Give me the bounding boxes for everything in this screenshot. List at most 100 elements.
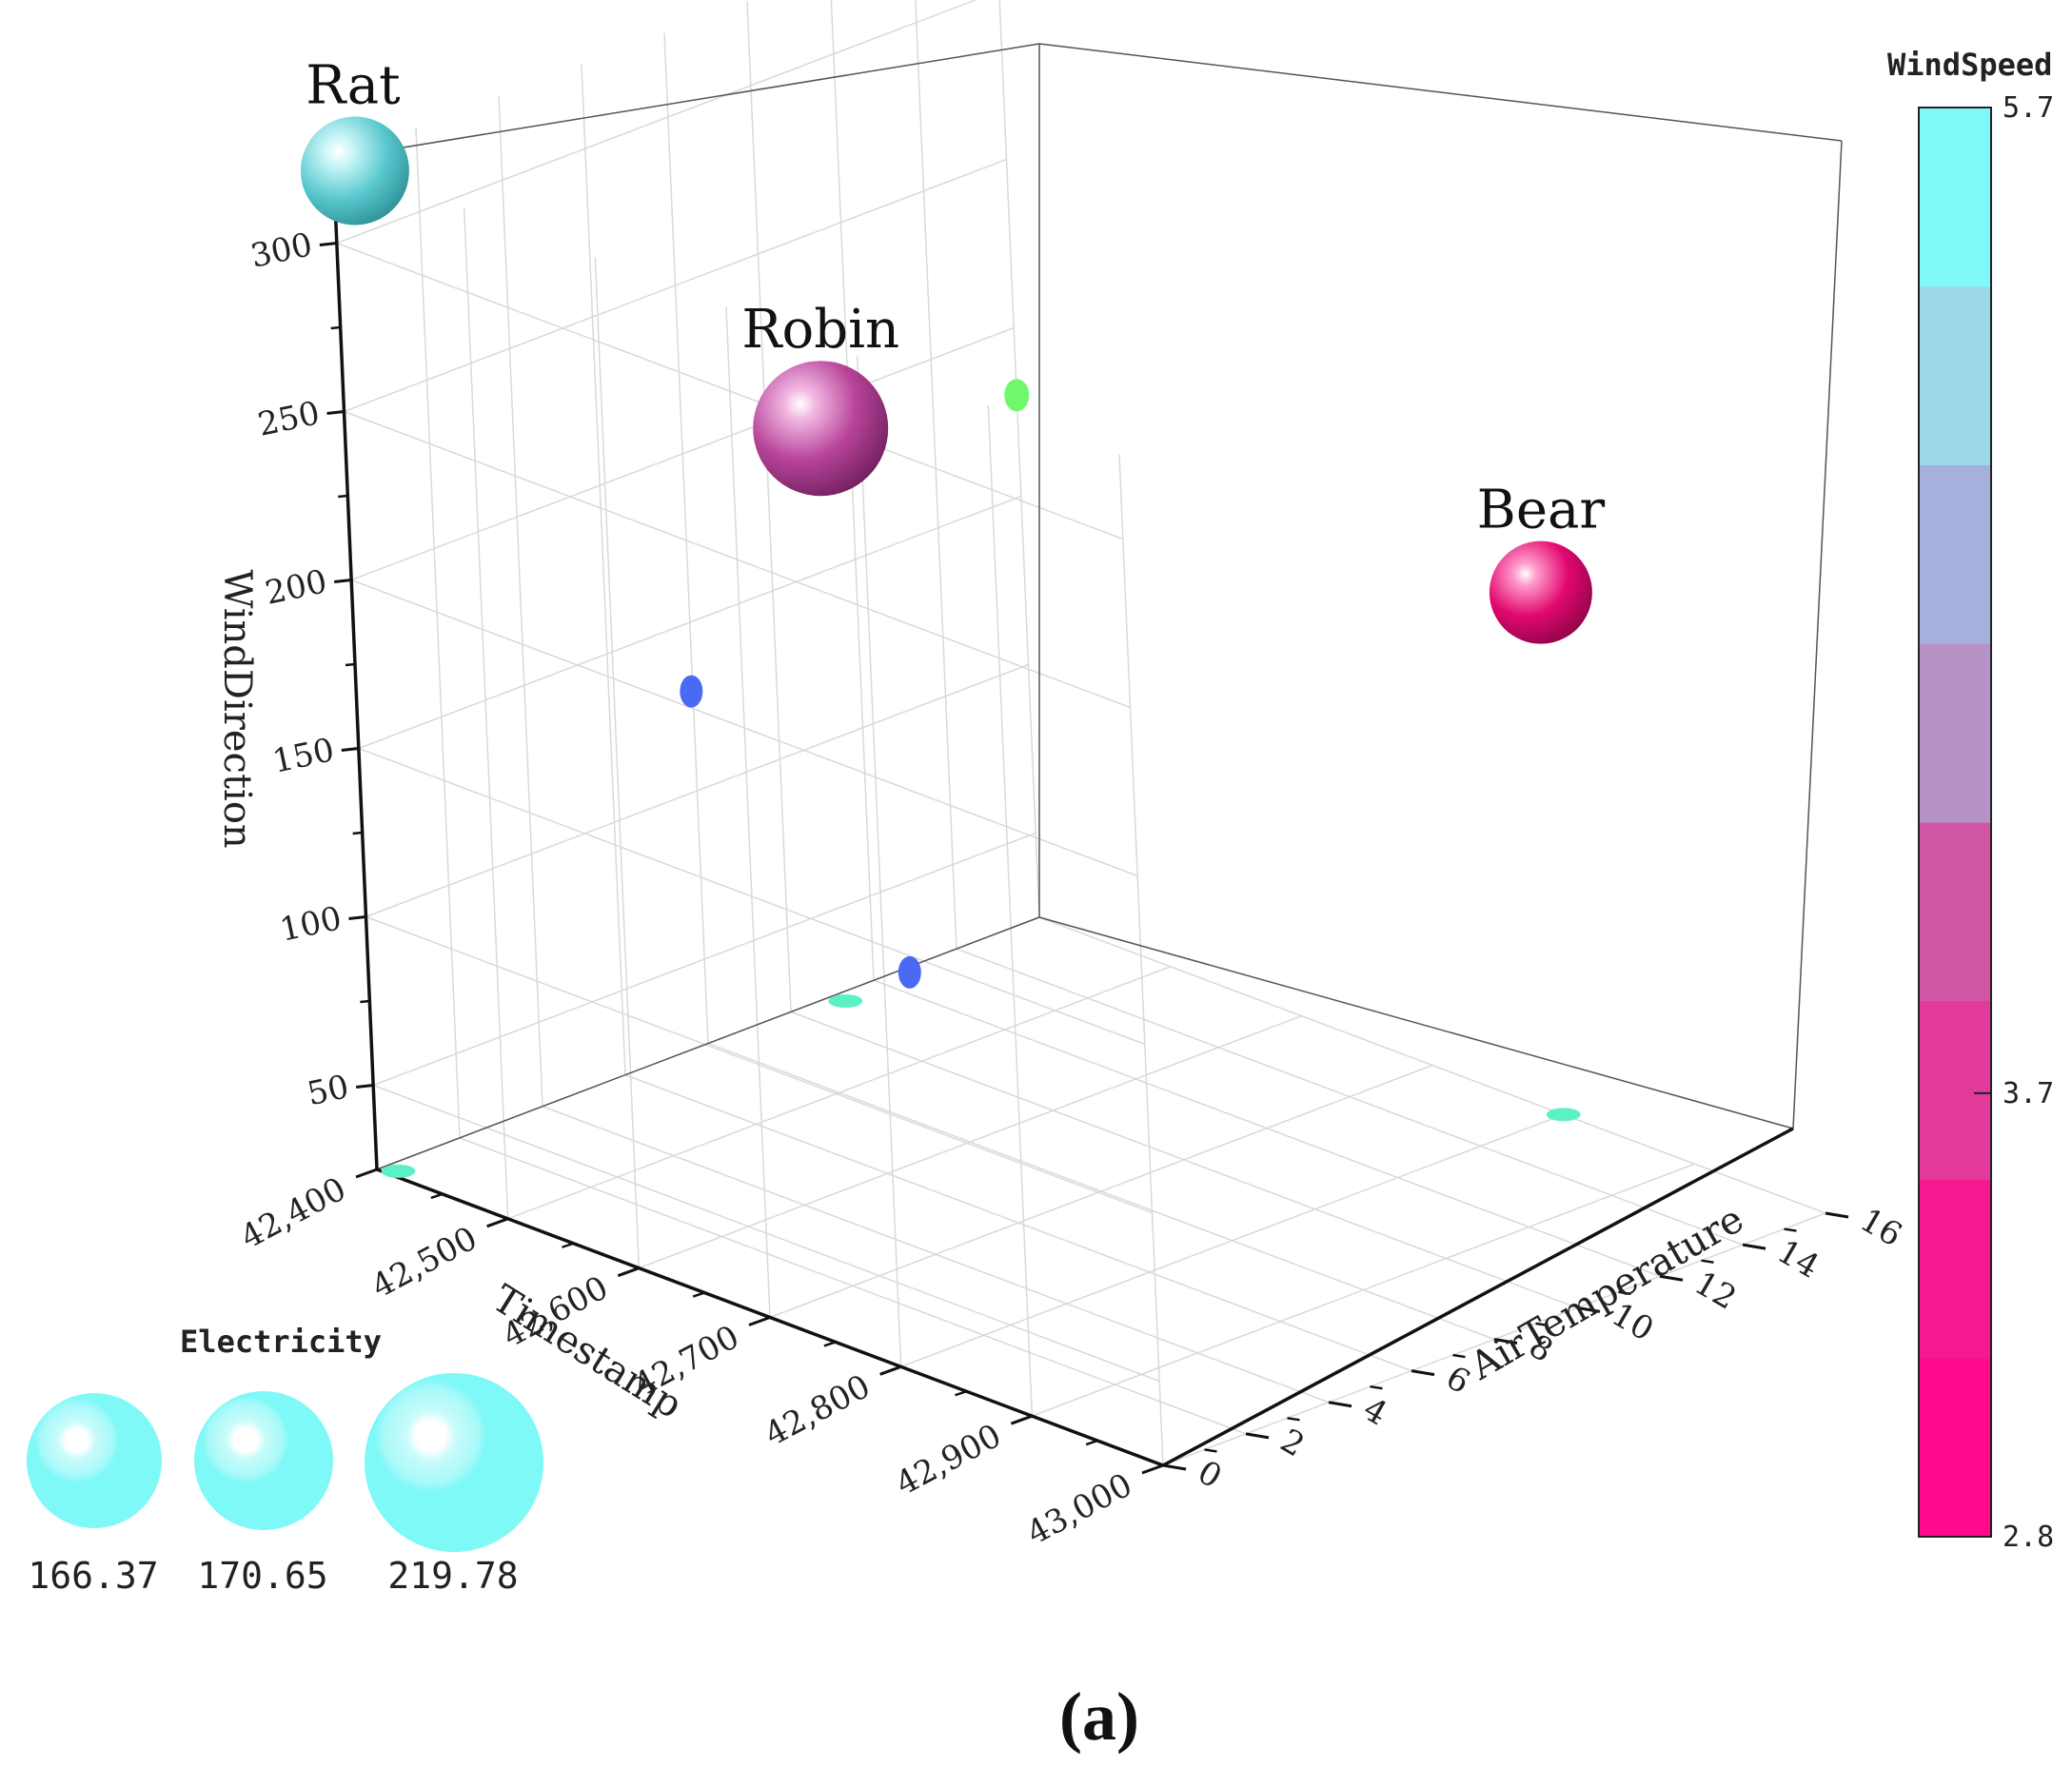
colorbar-title: WindSpeed xyxy=(1887,47,2052,83)
y-axis-line xyxy=(1162,1127,1794,1467)
y-axis-tick xyxy=(1328,1401,1352,1408)
x-axis-tick xyxy=(486,1217,509,1228)
grid-side-vertical xyxy=(581,64,626,1075)
plot-walls xyxy=(331,0,1843,1467)
colorbar-segments xyxy=(1919,108,1991,1538)
colorbar-segment xyxy=(1919,1358,1991,1538)
x-axis-minor-tick xyxy=(955,1390,967,1397)
side-wall-projection xyxy=(1004,379,1030,412)
colorbar-segment xyxy=(1919,464,1991,644)
grid-back-horizontal xyxy=(358,747,1146,1046)
colorbar-segment xyxy=(1919,643,1991,823)
y-axis-minor-tick xyxy=(1701,1259,1714,1264)
z-tick-label: 200 xyxy=(262,562,330,613)
y-axis-minor-tick xyxy=(1452,1353,1466,1359)
grid-side-horizontal xyxy=(372,832,1036,1087)
size-legend: Electricity 166.37 170.65 219.78 xyxy=(27,1324,543,1597)
z-axis-minor-tick xyxy=(352,831,363,835)
size-legend-bubble xyxy=(365,1373,543,1552)
bubble-sphere xyxy=(300,116,409,226)
colorbar-segment xyxy=(1919,108,1991,287)
z-axis-tick xyxy=(319,242,337,246)
y-axis-tick xyxy=(1742,1243,1766,1250)
colorbar-segment xyxy=(1919,285,1991,465)
grid-side-vertical xyxy=(498,95,543,1107)
bubble-label: Rat xyxy=(306,54,401,116)
grid-back-vertical xyxy=(463,207,509,1219)
x-axis-tick xyxy=(617,1266,640,1278)
colorbar-segment xyxy=(1919,822,1991,1002)
side-top-edge xyxy=(1038,43,1843,142)
x-tick-label: 42,500 xyxy=(365,1219,483,1306)
figure-caption: (a) xyxy=(1059,1679,1139,1755)
back-wall xyxy=(333,44,1039,1169)
y-axis-tick xyxy=(1825,1211,1849,1219)
x-axis-tick xyxy=(355,1168,378,1179)
grid-side-vertical xyxy=(998,0,1040,918)
y-tick-label: 14 xyxy=(1771,1232,1825,1286)
colorbar-tick-label: 5.7 xyxy=(2003,91,2054,125)
x-axis-minor-tick xyxy=(1085,1439,1098,1446)
grid-floor-y xyxy=(624,1073,1412,1372)
size-legend-title: Electricity xyxy=(180,1324,382,1360)
bubble-rat: Rat xyxy=(300,54,409,226)
z-tick-label: 150 xyxy=(269,731,338,781)
bubble-robin: Robin xyxy=(741,299,899,497)
z-axis-tick xyxy=(356,1084,374,1089)
y-axis-tick xyxy=(1576,1306,1601,1313)
grid-back-horizontal xyxy=(372,1084,1160,1383)
x-tick-label: 42,900 xyxy=(890,1417,1008,1503)
colorbar: WindSpeed 5.7 3.7 2.8 xyxy=(1887,47,2054,1554)
y-axis-tick xyxy=(1659,1274,1684,1282)
z-tick-label: 50 xyxy=(304,1068,352,1113)
grid-floor-y xyxy=(873,979,1661,1277)
size-legend-label: 170.65 xyxy=(197,1555,327,1597)
floor-projection xyxy=(828,993,863,1008)
z-tick-label: 250 xyxy=(255,394,324,444)
grid-back-horizontal xyxy=(365,915,1153,1214)
z-tick-label: 100 xyxy=(277,899,345,950)
grid-back-vertical xyxy=(987,405,1034,1417)
x-tick-label: 43,000 xyxy=(1020,1466,1138,1553)
y-tick-label: 0 xyxy=(1192,1453,1229,1496)
grid-floor-y xyxy=(1038,916,1826,1214)
z-axis-minor-tick xyxy=(360,999,370,1004)
grid-side-horizontal xyxy=(365,663,1029,918)
y-axis-tick xyxy=(1162,1463,1187,1471)
y-axis-minor-tick xyxy=(1535,1322,1549,1327)
colorbar-tick-label: 2.8 xyxy=(2003,1521,2054,1554)
bubble-label: Robin xyxy=(741,299,899,361)
z-tick-label: 300 xyxy=(247,226,316,276)
grid-floor-y xyxy=(707,1042,1495,1341)
back-wall-projection xyxy=(680,675,703,708)
grid-side-horizontal xyxy=(350,326,1015,581)
x-tick-label: 42,400 xyxy=(234,1170,352,1257)
grid-side-vertical xyxy=(663,32,709,1044)
size-legend-items: 166.37 170.65 219.78 xyxy=(27,1373,543,1597)
grid-side-vertical xyxy=(415,127,461,1138)
floor-side-edge xyxy=(1038,916,1794,1129)
x-axis-tick xyxy=(748,1316,771,1326)
floor-back-edge xyxy=(376,916,1040,1170)
z-axis-minor-tick xyxy=(345,662,356,667)
grid-back-horizontal xyxy=(344,410,1131,709)
grid-back-vertical xyxy=(725,306,771,1318)
grid-floor-y xyxy=(459,1137,1247,1435)
y-axis-minor-tick xyxy=(1370,1384,1383,1390)
grid-back-horizontal xyxy=(336,242,1124,540)
x-axis-tick xyxy=(1141,1463,1164,1475)
x-axis-tick xyxy=(1010,1414,1033,1425)
bubble-bear: Bear xyxy=(1477,480,1606,644)
colorbar-ticks: 5.7 3.7 2.8 xyxy=(1974,91,2054,1554)
grid-back-vertical xyxy=(1118,454,1164,1466)
grid-floor-y xyxy=(790,1011,1578,1309)
bubble-sphere xyxy=(1489,540,1592,644)
z-axis-tick xyxy=(341,747,359,752)
y-tick-label: 4 xyxy=(1357,1390,1394,1433)
bubble-label: Bear xyxy=(1477,480,1606,541)
colorbar-segment xyxy=(1919,1179,1991,1359)
back-top-edge xyxy=(332,43,1040,160)
grid-side-horizontal xyxy=(336,0,977,245)
bubbles: Rat Robin Bear xyxy=(300,54,1606,644)
